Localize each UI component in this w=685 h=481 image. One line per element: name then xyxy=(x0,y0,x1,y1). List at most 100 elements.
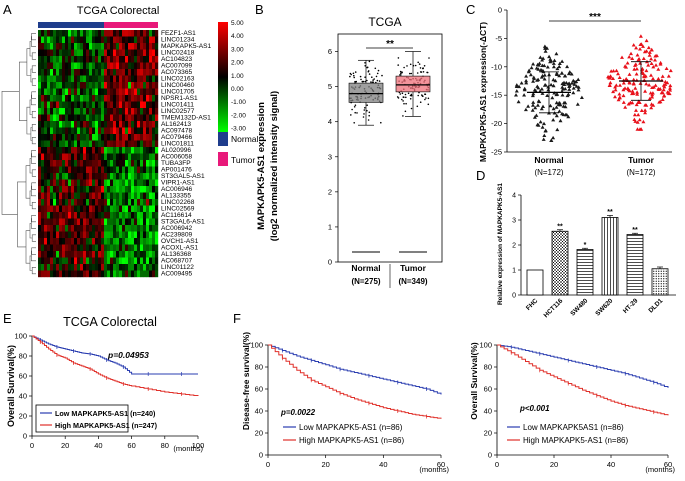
heatmap-cell xyxy=(59,56,63,63)
scatter-point xyxy=(658,87,663,91)
heatmap-cell xyxy=(113,127,117,135)
heatmap-cell xyxy=(146,231,150,239)
heatmap-cell xyxy=(44,82,48,89)
scatter-point xyxy=(625,61,630,65)
heatmap-cell xyxy=(98,43,102,50)
heatmap-cell xyxy=(110,36,114,44)
scatter-point xyxy=(668,88,673,92)
heatmap-cell xyxy=(59,153,63,161)
heatmap-cell xyxy=(146,101,150,109)
heatmap-cell xyxy=(56,108,60,115)
heatmap-cell xyxy=(146,257,150,265)
heatmap-cell xyxy=(68,108,72,115)
heatmap-cell xyxy=(131,205,135,213)
heatmap-cell xyxy=(128,264,132,271)
heatmap-cell xyxy=(83,36,87,44)
heatmap-cell xyxy=(77,147,81,154)
heatmap-cell xyxy=(74,212,78,219)
scatter-point xyxy=(567,87,572,91)
heatmap-cell xyxy=(125,101,129,109)
km-x-tick-label: 0 xyxy=(266,460,270,469)
heatmap-cell xyxy=(71,199,75,206)
heatmap-cell xyxy=(74,173,78,180)
heatmap-cell xyxy=(131,238,135,245)
heatmap-cell xyxy=(140,127,144,135)
heatmap-cell xyxy=(59,270,63,278)
scatter-point xyxy=(665,80,670,85)
heatmap-cell xyxy=(47,166,51,174)
heatmap-cell xyxy=(116,264,120,271)
heatmap-cell xyxy=(65,95,69,102)
scatter-point xyxy=(649,48,654,52)
km-y-tick-label: 20 xyxy=(19,412,27,421)
heatmap-cell xyxy=(134,95,138,102)
scatter-point xyxy=(611,76,615,80)
heatmap-cell xyxy=(113,114,117,122)
scatter-point xyxy=(644,82,649,86)
heatmap-row-label: LINC01122 xyxy=(161,264,194,271)
heatmap-cell xyxy=(38,49,42,57)
heatmap-cell xyxy=(56,231,60,239)
heatmap-cell xyxy=(98,114,102,122)
scatter-point xyxy=(533,105,538,110)
heatmap-cell xyxy=(86,147,90,154)
heatmap-cell xyxy=(146,173,150,180)
heatmap-cell xyxy=(47,264,51,271)
heatmap-cell xyxy=(146,212,150,219)
heatmap-cell xyxy=(59,108,63,115)
scatter-point xyxy=(653,54,658,58)
heatmap-cell xyxy=(113,212,117,219)
heatmap-cell xyxy=(89,30,93,37)
boxplot-plot-area xyxy=(348,51,431,253)
heatmap-cell xyxy=(83,251,87,258)
heatmap-cell xyxy=(113,56,117,63)
heatmap-cell xyxy=(149,75,153,83)
heatmap-cell xyxy=(152,244,156,252)
heatmap-cell xyxy=(89,134,93,141)
heatmap-cell xyxy=(116,173,120,180)
heatmap-cell xyxy=(101,30,105,37)
boxplot-point xyxy=(368,73,371,75)
heatmap-cell xyxy=(122,192,126,200)
boxplot-point xyxy=(376,72,379,75)
heatmap-cell xyxy=(128,179,132,187)
heatmap-cell xyxy=(128,147,132,154)
heatmap-cell xyxy=(53,88,57,96)
heatmap-cell xyxy=(131,173,135,180)
heatmap-cell xyxy=(137,88,141,96)
scatter-point xyxy=(643,89,648,93)
heatmap-cell xyxy=(77,179,81,187)
heatmap-cell xyxy=(62,270,66,278)
heatmap-cell xyxy=(86,127,90,135)
heatmap-cell xyxy=(134,231,138,239)
heatmap-cell xyxy=(56,173,60,180)
scatter-point xyxy=(551,135,556,140)
boxplot-point xyxy=(399,93,402,95)
scatter-point xyxy=(660,97,665,101)
heatmap-cell xyxy=(146,121,150,128)
heatmap-cell xyxy=(59,36,63,44)
heatmap-cell xyxy=(92,238,96,245)
heatmap-cell xyxy=(134,192,138,200)
heatmap-cell xyxy=(83,186,87,193)
heatmap-cell xyxy=(134,134,138,141)
heatmap-cell xyxy=(86,251,90,258)
heatmap-cell xyxy=(107,166,111,174)
heatmap-cell xyxy=(89,82,93,89)
scatter-point xyxy=(552,58,557,62)
heatmap-cell xyxy=(74,88,78,96)
scatter-point xyxy=(566,82,571,86)
heatmap-cell xyxy=(65,134,69,141)
heatmap-cell xyxy=(137,160,141,167)
heatmap-cell xyxy=(41,205,45,213)
boxplot-y-tick-label: 4 xyxy=(328,117,332,126)
heatmap-cell xyxy=(113,75,117,83)
heatmap-cell xyxy=(122,88,126,96)
scatter-point xyxy=(562,100,567,105)
heatmap-cell xyxy=(128,36,132,44)
heatmap-cell xyxy=(107,244,111,252)
scatter-point xyxy=(536,86,541,90)
heatmap-cell xyxy=(62,244,66,252)
heatmap-cell xyxy=(74,270,78,278)
heatmap-cell xyxy=(83,69,87,76)
